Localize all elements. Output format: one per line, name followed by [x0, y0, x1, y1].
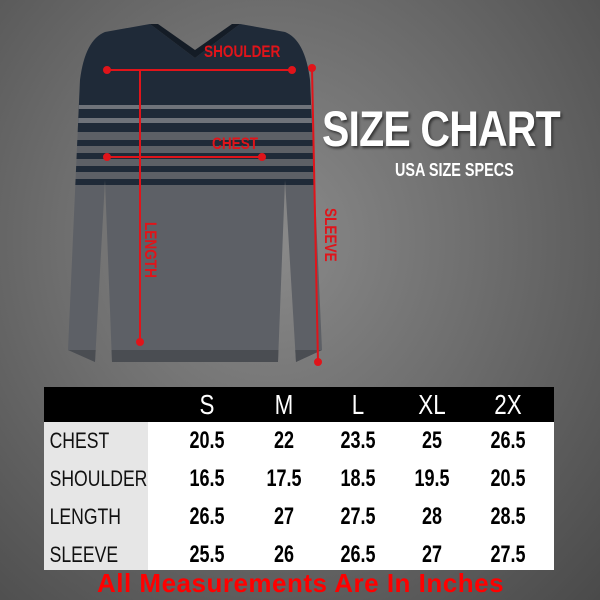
shoulder-label: SHOULDER	[204, 42, 281, 61]
table-cell: 26	[273, 541, 295, 568]
table-cell: 27	[421, 541, 443, 568]
table-row-sleeve: SLEEVE 25.5 26 26.5 27 27.5	[44, 536, 554, 570]
page-subtitle: USA SIZE SPECS	[395, 160, 514, 180]
row-label-text: SLEEVE	[49, 542, 119, 567]
table-cell: 28.5	[490, 503, 526, 530]
row-label: LENGTH	[44, 498, 148, 536]
sweater-image	[68, 24, 322, 366]
table-cell: 25	[421, 427, 443, 454]
table-row-chest: CHEST 20.5 22 23.5 25 26.5	[44, 422, 554, 460]
row-label-text: SHOULDER	[49, 466, 148, 491]
table-cell: 20.5	[490, 465, 526, 492]
size-header: 2X	[494, 389, 522, 420]
table-cell: 19.5	[414, 465, 450, 492]
table-cell: 20.5	[189, 427, 225, 454]
size-header: M	[274, 389, 294, 420]
measurement-note: All Measurements Are In Inches	[96, 568, 505, 598]
size-header: S	[199, 389, 215, 420]
row-label: CHEST	[44, 422, 148, 460]
size-header-row: S M L XL 2X	[44, 387, 554, 422]
table-cell: 23.5	[340, 427, 376, 454]
size-table: S M L XL 2X CHEST 20.5 22 23.5 25 26.5 SHOULDE…	[44, 387, 554, 570]
table-cell: 16.5	[189, 465, 225, 492]
table-cell: 17.5	[266, 465, 302, 492]
table-cell: 28	[421, 503, 443, 530]
size-header: L	[351, 389, 365, 420]
table-cell: 18.5	[340, 465, 376, 492]
row-label-text: LENGTH	[49, 504, 121, 529]
table-cell: 27.5	[490, 541, 526, 568]
table-cell: 26.5	[340, 541, 376, 568]
table-cell: 22	[273, 427, 295, 454]
table-row-shoulder: SHOULDER 16.5 17.5 18.5 19.5 20.5	[44, 460, 554, 498]
table-row-length: LENGTH 26.5 27 27.5 28 28.5	[44, 498, 554, 536]
size-header: XL	[418, 389, 446, 420]
table-cell: 26.5	[490, 427, 526, 454]
sleeve-label: SLEEVE	[321, 208, 340, 262]
table-cell: 27	[273, 503, 295, 530]
row-label: SLEEVE	[44, 536, 148, 570]
page-title: SIZE CHART	[322, 101, 561, 157]
table-cell: 26.5	[189, 503, 225, 530]
chest-label: CHEST	[212, 134, 259, 153]
length-label: LENGTH	[141, 222, 160, 278]
row-label: SHOULDER	[44, 460, 148, 498]
row-label-text: CHEST	[49, 428, 110, 453]
table-cell: 27.5	[340, 503, 376, 530]
table-cell: 25.5	[189, 541, 225, 568]
